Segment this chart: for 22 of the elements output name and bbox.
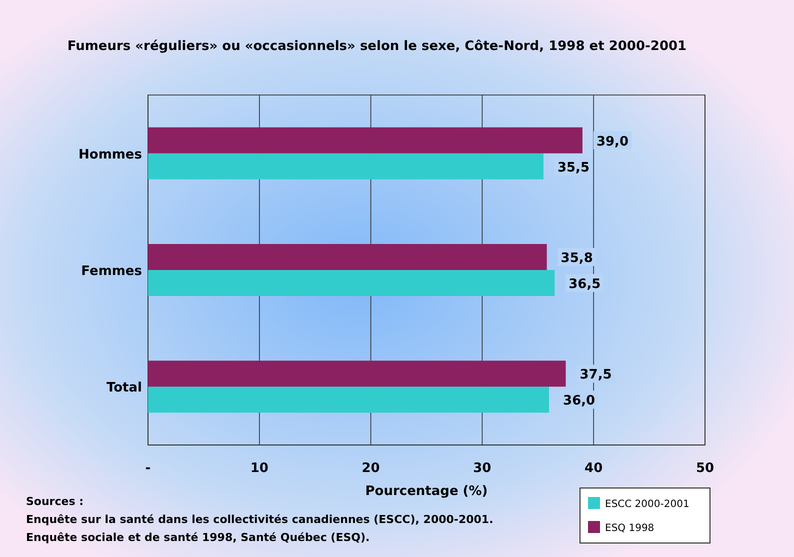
x-tick-label: 50 [696,461,714,476]
legend-label: ESQ 1998 [605,523,654,534]
legend-label: ESCC 2000-2001 [605,499,690,510]
x-tick-label: 40 [584,461,603,476]
text: Enquête sociale et de santé 1998, Santé Québec (ESQ). [26,531,370,544]
x-tick-label: 20 [362,461,380,476]
data-label: 35,5 [557,160,590,176]
data-label: 37,5 [580,368,612,383]
chart-title: Fumeurs «réguliers» ou «occasionnels» selon le sexe, Côte-Nord, 1998 et 2000-2001 [67,39,687,54]
x-tick-label: 10 [250,461,268,476]
x-axis-title: Pourcentage (%) [365,484,488,499]
y-tick-label: Total [106,380,142,396]
data-label: 35,8 [560,251,593,266]
text: Enquête sur la santé dans les collectivités canadiennes (ESCC), 2000-2001. [26,513,494,526]
data-label: 36,5 [568,277,601,292]
y-tick-label: Femmes [81,264,142,279]
x-tick-label: 30 [473,461,492,476]
data-label: 39,0 [596,134,629,150]
x-tick-label: - [145,461,151,476]
source-note: Sources : [26,495,84,508]
data-label: 36,0 [563,394,596,409]
y-tick-label: Hommes [78,147,142,162]
